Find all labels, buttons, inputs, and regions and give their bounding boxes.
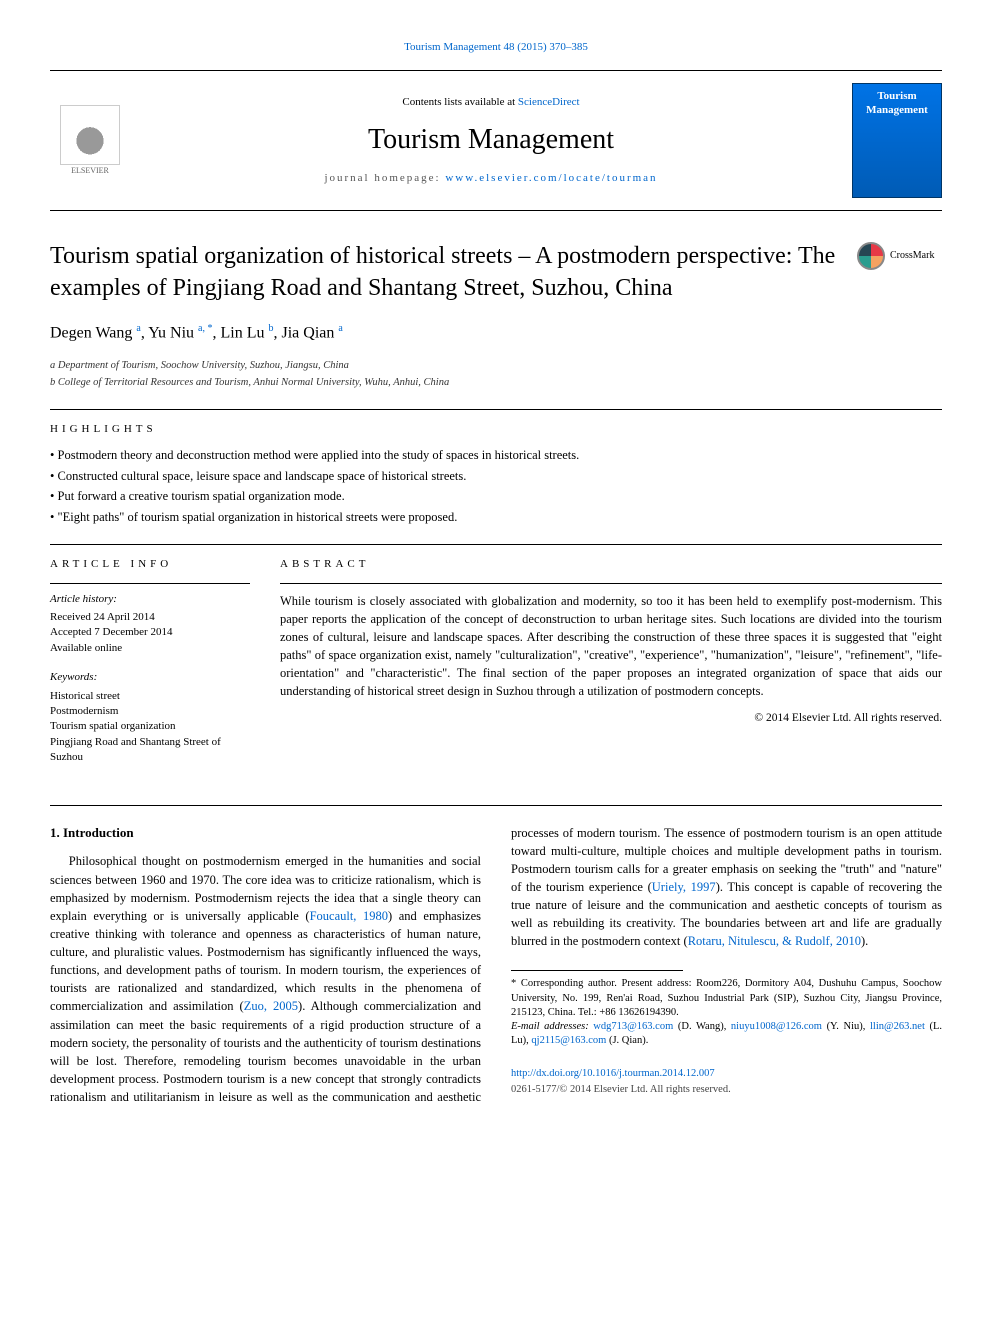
journal-title: Tourism Management (150, 120, 832, 159)
keyword: Pingjiang Road and Shantang Street of Su… (50, 735, 250, 766)
intro-text-1b: ) and emphasizes creative thinking with … (50, 909, 481, 1014)
abstract-text: While tourism is closely associated with… (280, 592, 942, 701)
highlights-label: HIGHLIGHTS (50, 422, 942, 437)
highlights-section: HIGHLIGHTS Postmodern theory and deconst… (50, 422, 942, 526)
divider-3 (50, 805, 942, 806)
authors-line: Degen Wang a, Yu Niu a, *, Lin Lu b, Jia… (50, 322, 942, 345)
elsevier-logo: ELSEVIER (50, 96, 130, 186)
abstract-copyright: © 2014 Elsevier Ltd. All rights reserved… (280, 710, 942, 726)
intro-paragraph: Philosophical thought on postmodernism e… (50, 824, 942, 1107)
affiliation-a: a Department of Tourism, Soochow Univers… (50, 359, 942, 374)
keywords-block: Keywords: Historical street Postmodernis… (50, 670, 250, 765)
divider-2 (50, 544, 942, 545)
author-4-affil: a (338, 323, 342, 334)
email-lu[interactable]: llin@263.net (870, 1021, 925, 1032)
highlights-list: Postmodern theory and deconstruction met… (50, 447, 942, 526)
email-sep-4: (J. Qian). (606, 1035, 648, 1046)
author-1: Degen Wang (50, 324, 136, 341)
contents-line: Contents lists available at ScienceDirec… (150, 95, 832, 110)
email-line: E-mail addresses: wdg713@163.com (D. Wan… (511, 1020, 942, 1048)
highlight-item: Constructed cultural space, leisure spac… (50, 468, 942, 486)
crossmark-badge[interactable]: CrossMark (857, 241, 942, 271)
body-columns: 1. Introduction Philosophical thought on… (50, 824, 942, 1107)
email-qian[interactable]: qj2115@163.com (531, 1035, 606, 1046)
abstract-divider (280, 583, 942, 584)
email-wang[interactable]: wdg713@163.com (593, 1021, 673, 1032)
keywords-heading: Keywords: (50, 670, 250, 685)
ref-foucault[interactable]: Foucault, 1980 (310, 909, 388, 923)
history-received: Received 24 April 2014 (50, 610, 250, 625)
intro-heading: 1. Introduction (50, 824, 481, 843)
highlight-item: Put forward a creative tourism spatial o… (50, 488, 942, 506)
history-accepted: Accepted 7 December 2014 (50, 625, 250, 640)
crossmark-label: CrossMark (890, 249, 934, 263)
history-block: Article history: Received 24 April 2014 … (50, 592, 250, 657)
intro-text-1e: ). (861, 934, 868, 948)
info-divider (50, 583, 250, 584)
journal-cover-icon: Tourism Management (852, 83, 942, 198)
keyword: Postmodernism (50, 704, 250, 719)
crossmark-icon (857, 242, 885, 270)
ref-rotaru[interactable]: Rotaru, Nitulescu, & Rudolf, 2010 (688, 934, 861, 948)
affiliation-b: b College of Territorial Resources and T… (50, 376, 942, 391)
sciencedirect-link[interactable]: ScienceDirect (518, 96, 580, 108)
doi-link[interactable]: http://dx.doi.org/10.1016/j.tourman.2014… (511, 1068, 715, 1079)
email-sep-2: (Y. Niu), (822, 1021, 870, 1032)
homepage-line: journal homepage: www.elsevier.com/locat… (150, 171, 832, 186)
highlight-item: "Eight paths" of tourism spatial organiz… (50, 509, 942, 527)
author-sep-2: , Lin Lu (212, 324, 268, 341)
issn-line: 0261-5177/© 2014 Elsevier Ltd. All right… (511, 1082, 942, 1097)
author-sep-1: , Yu Niu (141, 324, 198, 341)
history-available: Available online (50, 641, 250, 656)
doi-block: http://dx.doi.org/10.1016/j.tourman.2014… (511, 1066, 942, 1096)
contents-prefix: Contents lists available at (402, 96, 517, 108)
divider-1 (50, 409, 942, 410)
ref-uriely[interactable]: Uriely, 1997 (652, 880, 716, 894)
keyword: Historical street (50, 689, 250, 704)
cover-line1: Tourism (877, 90, 916, 102)
header-center: Contents lists available at ScienceDirec… (150, 95, 832, 187)
article-info-column: ARTICLE INFO Article history: Received 2… (50, 557, 250, 779)
journal-header: ELSEVIER Contents lists available at Sci… (50, 70, 942, 211)
homepage-prefix: journal homepage: (324, 172, 445, 184)
author-2-affil: a, * (198, 323, 212, 334)
keyword: Tourism spatial organization (50, 719, 250, 734)
elsevier-tree-icon (60, 105, 120, 165)
corresponding-author: * Corresponding author. Present address:… (511, 977, 942, 1020)
email-label: E-mail addresses: (511, 1021, 593, 1032)
history-heading: Article history: (50, 592, 250, 607)
abstract-column: ABSTRACT While tourism is closely associ… (280, 557, 942, 779)
abstract-label: ABSTRACT (280, 557, 942, 572)
elsevier-label: ELSEVIER (71, 165, 109, 176)
cover-line2: Management (866, 104, 928, 116)
title-row: Tourism spatial organization of historic… (50, 241, 942, 303)
author-sep-3: , Jia Qian (273, 324, 338, 341)
highlight-item: Postmodern theory and deconstruction met… (50, 447, 942, 465)
email-sep-1: (D. Wang), (673, 1021, 731, 1032)
citation-link[interactable]: Tourism Management 48 (2015) 370–385 (404, 41, 588, 53)
homepage-link[interactable]: www.elsevier.com/locate/tourman (445, 172, 657, 184)
ref-zuo[interactable]: Zuo, 2005 (244, 999, 298, 1013)
paper-title: Tourism spatial organization of historic… (50, 241, 837, 303)
article-info-label: ARTICLE INFO (50, 557, 250, 572)
footnotes: * Corresponding author. Present address:… (511, 977, 942, 1048)
info-abstract-row: ARTICLE INFO Article history: Received 2… (50, 557, 942, 779)
email-niu[interactable]: niuyu1008@126.com (731, 1021, 822, 1032)
running-header: Tourism Management 48 (2015) 370–385 (50, 40, 942, 55)
footnote-separator (511, 970, 683, 971)
